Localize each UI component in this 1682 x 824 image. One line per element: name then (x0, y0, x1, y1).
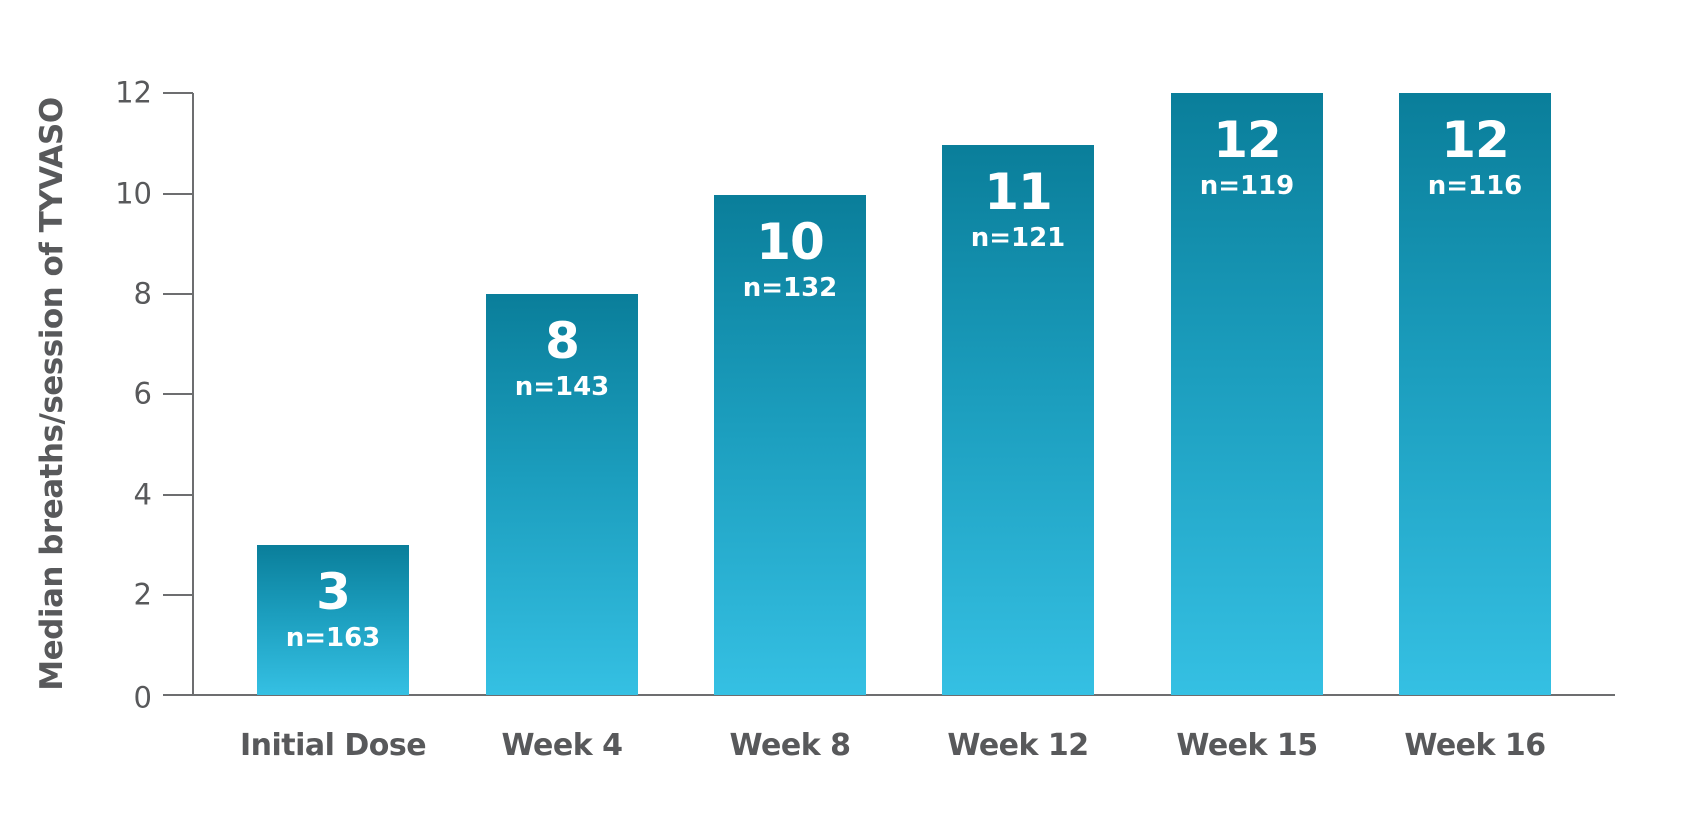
y-tick-label: 0 (133, 680, 152, 715)
bar-value-label: 8 (545, 312, 580, 370)
x-tick-label: Week 4 (501, 728, 623, 763)
y-tick-4 (163, 494, 193, 496)
bar-n-label: n=163 (285, 623, 381, 653)
y-tick-6 (163, 393, 193, 395)
y-tick-label: 2 (133, 577, 152, 612)
bar-value-label: 12 (1213, 111, 1282, 169)
bar-value-label: 11 (984, 163, 1053, 221)
x-tick-label: Week 8 (729, 728, 851, 763)
bar-value-label: 3 (316, 563, 351, 621)
x-tick-label: Week 12 (947, 728, 1089, 763)
y-tick-12 (163, 92, 193, 94)
y-tick-2 (163, 594, 193, 596)
y-tick-label: 8 (133, 276, 152, 311)
y-axis-line (192, 93, 194, 696)
y-tick-label: 4 (133, 477, 152, 512)
x-tick-label: Week 16 (1404, 728, 1546, 763)
bar-week-8: 10 n=132 (714, 195, 866, 695)
y-tick-10 (163, 193, 193, 195)
y-tick-0 (163, 694, 193, 696)
bar-value-label: 12 (1441, 111, 1510, 169)
bar-n-label: n=116 (1427, 171, 1523, 201)
bar-value-label: 10 (756, 213, 825, 271)
y-tick-8 (163, 293, 193, 295)
bar-week-4: 8 n=143 (486, 294, 638, 695)
bar-n-label: n=143 (514, 372, 610, 402)
bar-week-12: 11 n=121 (942, 145, 1094, 695)
x-axis-line (163, 694, 1615, 696)
bar-n-label: n=132 (742, 273, 838, 303)
x-tick-label: Week 15 (1176, 728, 1318, 763)
bar-week-16: 12 n=116 (1399, 93, 1551, 695)
y-axis-title: Median breaths/session of TYVASO (34, 97, 70, 691)
y-tick-label: 10 (115, 176, 152, 211)
y-tick-label: 6 (133, 376, 152, 411)
y-tick-label: 12 (115, 75, 152, 110)
bar-n-label: n=121 (970, 223, 1066, 253)
bar-n-label: n=119 (1199, 171, 1295, 201)
x-tick-label: Initial Dose (239, 728, 427, 763)
bar-initial-dose: 3 n=163 (257, 545, 409, 695)
bar-week-15: 12 n=119 (1171, 93, 1323, 695)
